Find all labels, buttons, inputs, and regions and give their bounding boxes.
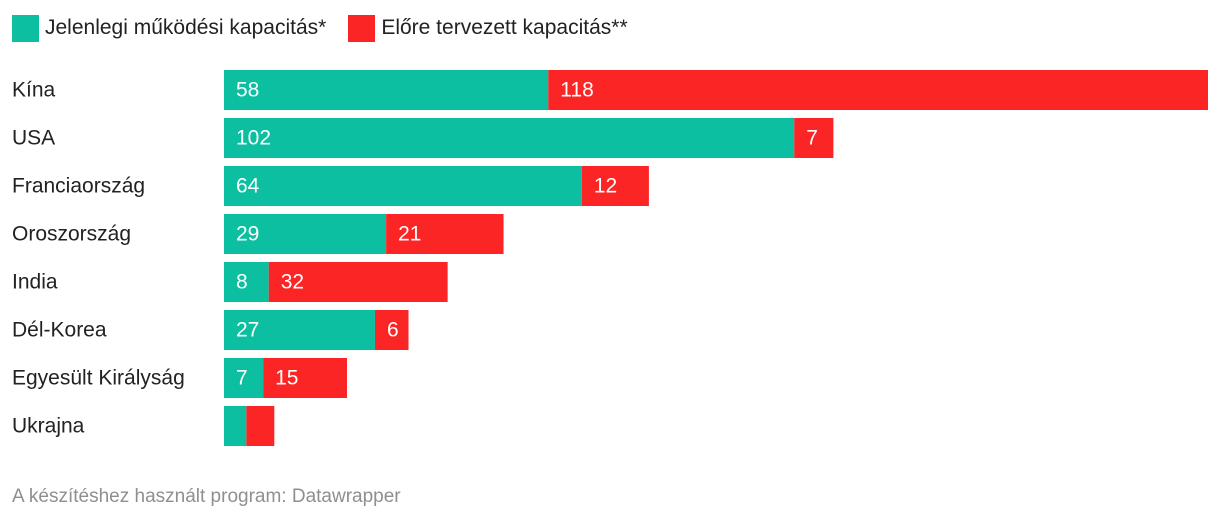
bar-current-oroszorszag [224, 214, 387, 254]
value-label-planned-kina: 118 [560, 79, 593, 102]
value-label-planned-egyesult-kiralysag: 15 [275, 367, 298, 390]
bar-current-india [224, 262, 269, 302]
value-label-current-india: 8 [236, 271, 248, 294]
bar-planned-india [268, 262, 448, 302]
legend-swatch-current [12, 14, 39, 42]
category-label-usa: USA [12, 127, 55, 150]
category-label-del-korea: Dél-Korea [12, 319, 107, 342]
value-label-planned-usa: 7 [806, 127, 818, 150]
value-label-current-del-korea: 27 [236, 319, 259, 342]
legend-label-planned: Előre tervezett kapacitás** [381, 16, 628, 39]
legend-swatch-planned [348, 14, 376, 42]
bar-current-ukrajna [224, 406, 247, 446]
category-label-kina: Kína [12, 79, 56, 102]
bar-current-franciaorszag [224, 166, 582, 206]
bar-current-del-korea [224, 310, 375, 350]
chart-credit: A készítéshez használt program: Datawrap… [12, 486, 401, 507]
category-label-ukrajna: Ukrajna [12, 415, 85, 438]
value-label-planned-del-korea: 6 [387, 319, 399, 342]
value-label-planned-oroszorszag: 21 [398, 223, 421, 246]
bar-planned-oroszorszag [386, 214, 504, 254]
bar-planned-del-korea [374, 310, 409, 350]
bar-planned-franciaorszag [581, 166, 649, 206]
category-label-india: India [12, 271, 58, 294]
value-label-current-franciaorszag: 64 [236, 175, 260, 198]
value-label-current-kina: 58 [236, 79, 259, 102]
legend-label-current: Jelenlegi működési kapacitás* [45, 16, 327, 39]
value-label-planned-franciaorszag: 12 [594, 175, 617, 198]
category-label-oroszorszag: Oroszország [12, 223, 131, 246]
bar-planned-egyesult-kiralysag [263, 358, 347, 398]
value-label-planned-india: 32 [281, 271, 304, 294]
stacked-bar-chart: Kína 58 118 USA 102 7 Franciaország 64 12 Oroszor… [12, 70, 1208, 446]
bar-current-usa [224, 118, 795, 158]
bar-current-kina [224, 70, 549, 110]
bar-planned-ukrajna [246, 406, 275, 446]
bar-current-egyesult-kiralysag [224, 358, 264, 398]
value-label-current-egyesult-kiralysag: 7 [236, 367, 248, 390]
legend-item-current: Jelenlegi működési kapacitás* [12, 14, 327, 42]
value-label-current-usa: 102 [236, 127, 271, 150]
chart-legend: Jelenlegi működési kapacitás* Előre terv… [12, 12, 650, 44]
bar-planned-usa [794, 118, 834, 158]
value-label-current-oroszorszag: 29 [236, 223, 259, 246]
bar-planned-kina [548, 70, 1208, 110]
legend-item-planned: Előre tervezett kapacitás** [348, 14, 628, 42]
category-label-franciaorszag: Franciaország [12, 175, 145, 198]
category-label-egyesult-kiralysag: Egyesült Királyság [12, 367, 185, 390]
